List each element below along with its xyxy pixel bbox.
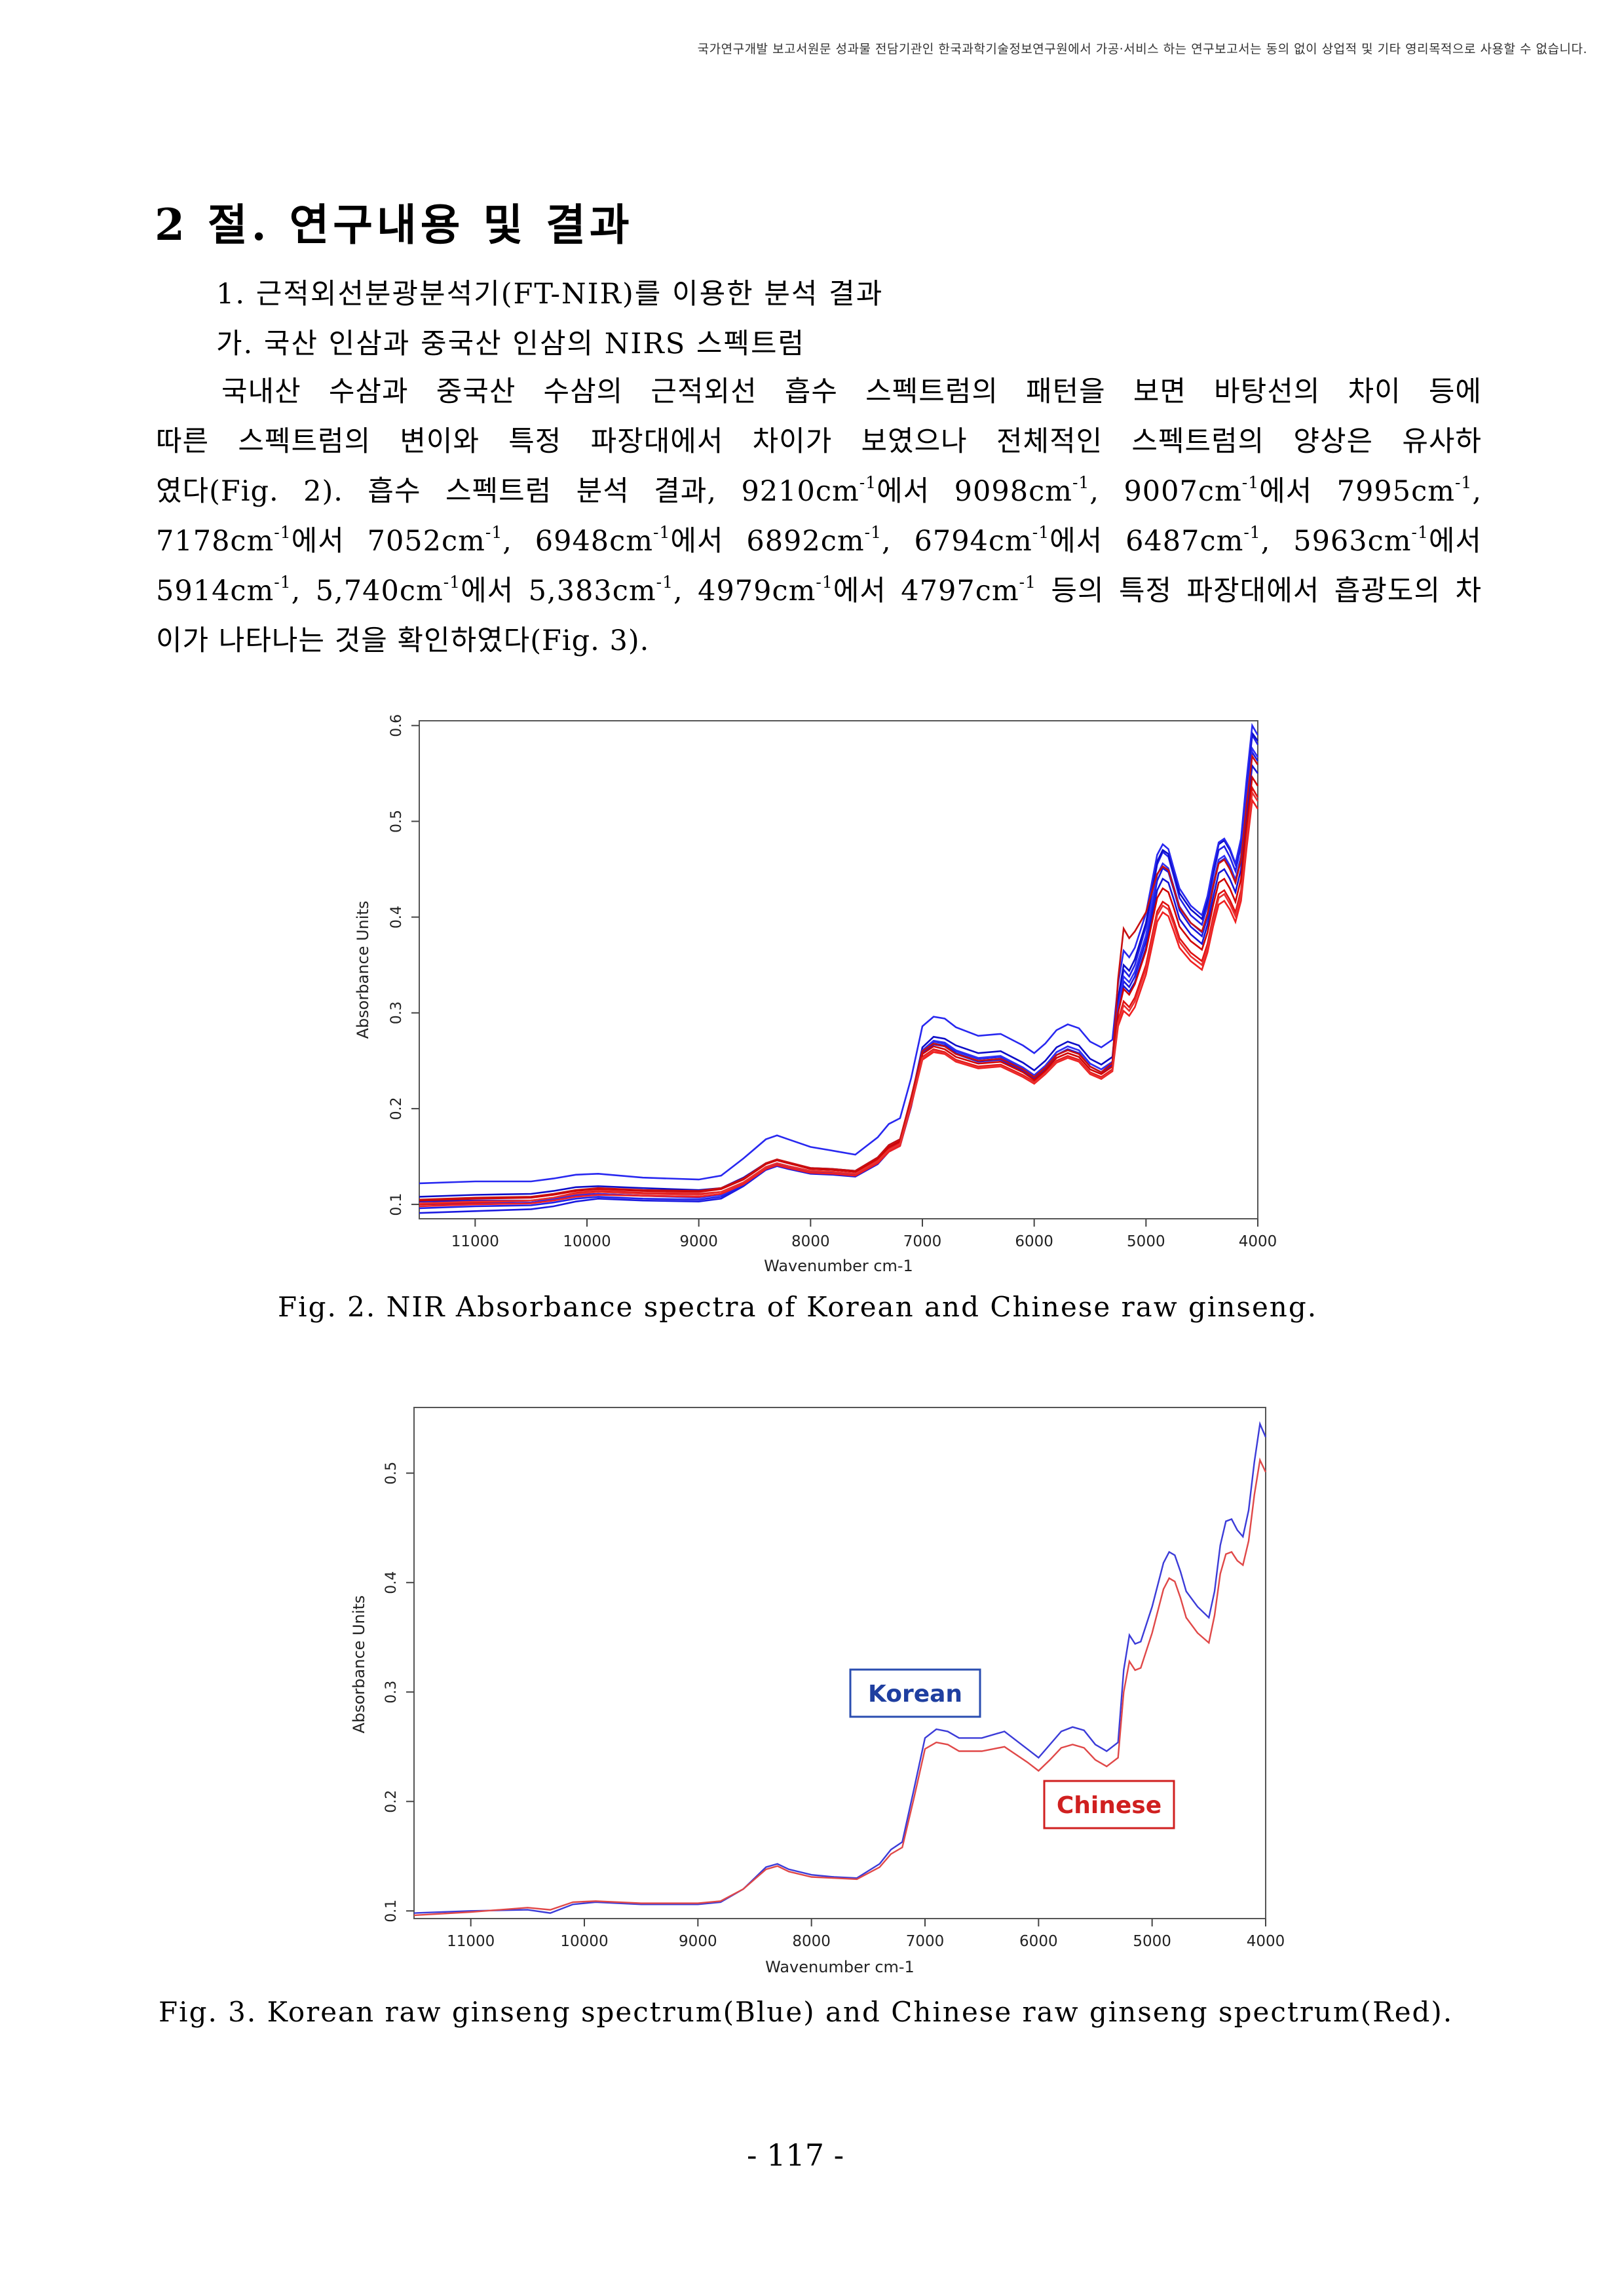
- subheading-nirs-spectrum: 가. 국산 인삼과 중국산 인삼의 NIRS 스펙트럼: [216, 328, 806, 360]
- x-tick-label: 5000: [1133, 1933, 1171, 1950]
- axes: 11000 10000 9000 8000 7000 6000 5000 4000 0.1 0.2…: [383, 1462, 1285, 1950]
- fig2-series-line-9: [419, 754, 1259, 1201]
- x-tick-label: 6000: [1019, 1933, 1058, 1950]
- spectra-series: [419, 723, 1259, 1214]
- x-tick-label: 7000: [906, 1933, 945, 1950]
- x-tick-label: 8000: [792, 1933, 831, 1950]
- section-title: 2 절. 연구내용 및 결과: [155, 199, 633, 250]
- y-tick-label: 0.5: [383, 1462, 400, 1485]
- plot-frame: [419, 720, 1258, 1219]
- subheading-analysis: 1. 근적외선분광분석기(FT-NIR)를 이용한 분석 결과: [216, 278, 884, 311]
- spectra-series: [413, 1421, 1267, 1917]
- y-tick-label: 0.6: [388, 714, 405, 737]
- legend-korean-label: Korean: [868, 1681, 962, 1708]
- figure-3-caption: Fig. 3. Korean raw ginseng spectrum(Blue…: [159, 1996, 1454, 2028]
- x-tick-label: 6000: [1015, 1233, 1053, 1250]
- fig2-series-line-4: [419, 723, 1259, 1185]
- x-tick-label: 10000: [560, 1933, 608, 1950]
- body-paragraph: 국내산 수삼과 중국산 수삼의 근적외선 흡수 스펙트럼의 패턴을 보면 바탕선…: [156, 367, 1482, 666]
- y-tick-label: 0.2: [388, 1097, 405, 1120]
- y-tick-label: 0.3: [388, 1001, 405, 1024]
- y-tick-label: 0.4: [388, 906, 405, 928]
- legend-chinese-label: Chinese: [1057, 1792, 1161, 1819]
- x-tick-label: 4000: [1239, 1233, 1277, 1250]
- y-tick-label: 0.2: [383, 1790, 400, 1813]
- figure-2-caption: Fig. 2. NIR Absorbance spectra of Korean…: [278, 1291, 1318, 1323]
- paragraph-line: 이가 나타나는 것을 확인하였다(Fig. 3).: [156, 624, 650, 657]
- page-number: - 117 -: [747, 2137, 844, 2173]
- x-tick-label: 5000: [1127, 1233, 1165, 1250]
- paragraph-line: 였다(Fig. 2). 흡수 스펙트럼 분석 결과, 9210cm-1에서 90…: [156, 472, 1482, 508]
- x-tick-label: 7000: [903, 1233, 942, 1250]
- x-tick-label: 9000: [679, 1933, 717, 1950]
- x-axis-label: Wavenumber cm-1: [765, 1958, 915, 1976]
- paragraph-line: 따른 스펙트럼의 변이와 특정 파장대에서 차이가 보였으나 전체적인 스펙트럼…: [156, 425, 1482, 458]
- y-tick-label: 0.1: [383, 1900, 400, 1923]
- paragraph-line: 국내산 수삼과 중국산 수삼의 근적외선 흡수 스펙트럼의 패턴을 보면 바탕선…: [221, 375, 1482, 408]
- axes: 11000 10000 9000 8000 7000 6000 5000 4000 0.1 0.2…: [388, 714, 1277, 1250]
- y-tick-label: 0.1: [388, 1193, 405, 1216]
- paragraph-line: 7178cm-1에서 7052cm-1, 6948cm-1에서 6892cm-1…: [156, 522, 1482, 558]
- fig3-series-line-chinese: [413, 1457, 1267, 1917]
- copyright-notice: 국가연구개발 보고서원문 성과물 전담기관인 한국과학기술정보연구원에서 가공‧…: [697, 42, 1587, 56]
- figure-2-chart: 11000 10000 9000 8000 7000 6000 5000 4000 0.1 0.2…: [354, 714, 1277, 1275]
- plot-frame: [413, 1407, 1266, 1919]
- x-tick-label: 8000: [791, 1233, 830, 1250]
- x-tick-label: 9000: [679, 1233, 718, 1250]
- y-axis-label: Absorbance Units: [354, 901, 372, 1039]
- x-tick-label: 10000: [563, 1233, 611, 1250]
- y-tick-label: 0.3: [383, 1681, 400, 1704]
- paragraph-line: 5914cm-1, 5,740cm-1에서 5,383cm-1, 4979cm-…: [156, 572, 1482, 607]
- x-tick-label: 4000: [1247, 1933, 1285, 1950]
- x-tick-label: 11000: [447, 1933, 495, 1950]
- legend-korean: Korean: [849, 1668, 981, 1718]
- x-axis-label: Wavenumber cm-1: [764, 1257, 913, 1275]
- y-tick-label: 0.4: [383, 1571, 400, 1594]
- figure-3-chart: 11000 10000 9000 8000 7000 6000 5000 4000 0.1 0.2…: [350, 1407, 1285, 1976]
- legend-chinese: Chinese: [1043, 1780, 1175, 1829]
- y-axis-label: Absorbance Units: [350, 1596, 368, 1734]
- x-tick-label: 11000: [451, 1233, 499, 1250]
- fig2-series-line-10: [419, 790, 1259, 1204]
- y-tick-label: 0.5: [388, 810, 405, 833]
